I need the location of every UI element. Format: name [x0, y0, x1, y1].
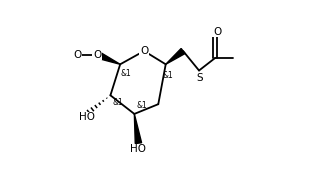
Text: O: O — [93, 50, 101, 60]
Polygon shape — [96, 51, 120, 64]
Polygon shape — [134, 114, 141, 144]
Text: HO: HO — [80, 112, 95, 122]
Text: &1: &1 — [136, 102, 147, 111]
Text: S: S — [196, 73, 203, 83]
Polygon shape — [166, 48, 185, 64]
Text: &1: &1 — [112, 98, 123, 107]
Text: O: O — [213, 27, 221, 37]
Text: &1: &1 — [162, 71, 173, 80]
Text: &1: &1 — [120, 69, 131, 78]
Text: HO: HO — [131, 144, 146, 154]
Text: O: O — [140, 46, 148, 56]
Text: O: O — [74, 50, 82, 60]
